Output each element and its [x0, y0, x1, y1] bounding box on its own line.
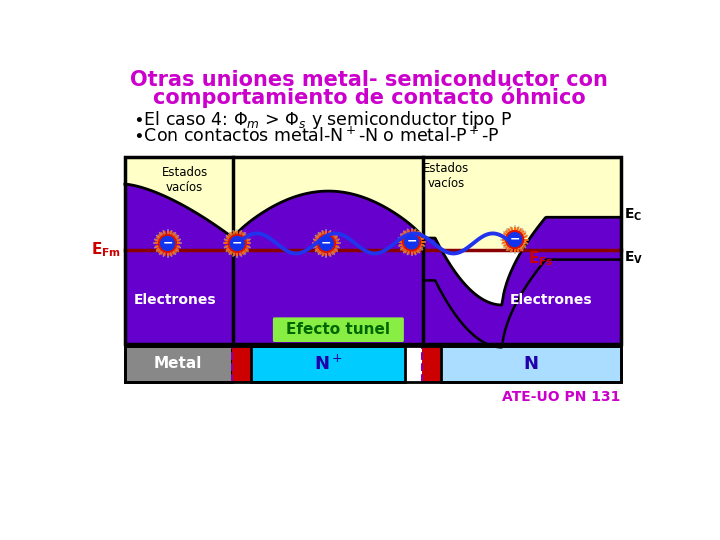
Bar [125, 346, 621, 382]
Text: −: − [162, 236, 173, 249]
Circle shape [405, 235, 418, 249]
Bar [125, 157, 621, 343]
Text: N$^+$: N$^+$ [314, 354, 343, 374]
Text: Electrones: Electrones [134, 293, 217, 307]
Circle shape [158, 234, 176, 252]
Text: Otras uniones metal- semiconductor con: Otras uniones metal- semiconductor con [130, 70, 608, 90]
Polygon shape [125, 184, 233, 343]
Text: $\bullet$Con contactos metal-N$^+$-N o metal-P$^+$-P: $\bullet$Con contactos metal-N$^+$-N o m… [132, 127, 499, 146]
Polygon shape [423, 217, 621, 343]
Text: ATE-UO PN 131: ATE-UO PN 131 [503, 390, 621, 404]
Text: $\mathbf{E_C}$: $\mathbf{E_C}$ [624, 207, 642, 223]
Bar [251, 346, 405, 382]
Text: $\mathbf{E_V}$: $\mathbf{E_V}$ [624, 249, 643, 266]
Text: Estados
vacíos: Estados vacíos [423, 163, 469, 191]
Text: −: − [321, 236, 332, 249]
Bar [422, 346, 441, 382]
Circle shape [402, 233, 420, 251]
Text: Metal: Metal [153, 356, 202, 372]
Text: $\mathbf{E_{Fm}}$: $\mathbf{E_{Fm}}$ [91, 240, 121, 259]
Text: −: − [232, 236, 243, 249]
Polygon shape [442, 249, 521, 305]
Bar [441, 346, 621, 382]
Circle shape [228, 234, 246, 252]
Bar [232, 346, 251, 382]
Polygon shape [125, 157, 233, 238]
Circle shape [320, 237, 333, 251]
Circle shape [230, 237, 244, 251]
Circle shape [508, 233, 522, 247]
Circle shape [505, 231, 523, 248]
Circle shape [161, 237, 174, 251]
Text: N: N [523, 355, 539, 373]
Text: −: − [510, 232, 520, 245]
Polygon shape [233, 157, 423, 238]
Text: Estados
vacíos: Estados vacíos [161, 166, 207, 194]
FancyBboxPatch shape [273, 318, 404, 342]
Text: comportamiento de contacto óhmico: comportamiento de contacto óhmico [153, 86, 585, 108]
Text: −: − [406, 234, 417, 248]
Text: $\bullet$El caso 4: $\Phi_m$ > $\Phi_s$ y semiconductor tipo P: $\bullet$El caso 4: $\Phi_m$ > $\Phi_s$ … [132, 109, 512, 131]
Polygon shape [423, 157, 621, 305]
Bar [125, 346, 232, 382]
Circle shape [318, 234, 336, 252]
Polygon shape [233, 191, 423, 343]
Text: $\mathbf{E_{Fs}}$: $\mathbf{E_{Fs}}$ [528, 249, 554, 268]
Text: Efecto tunel: Efecto tunel [286, 322, 390, 337]
Text: Electrones: Electrones [510, 293, 593, 307]
